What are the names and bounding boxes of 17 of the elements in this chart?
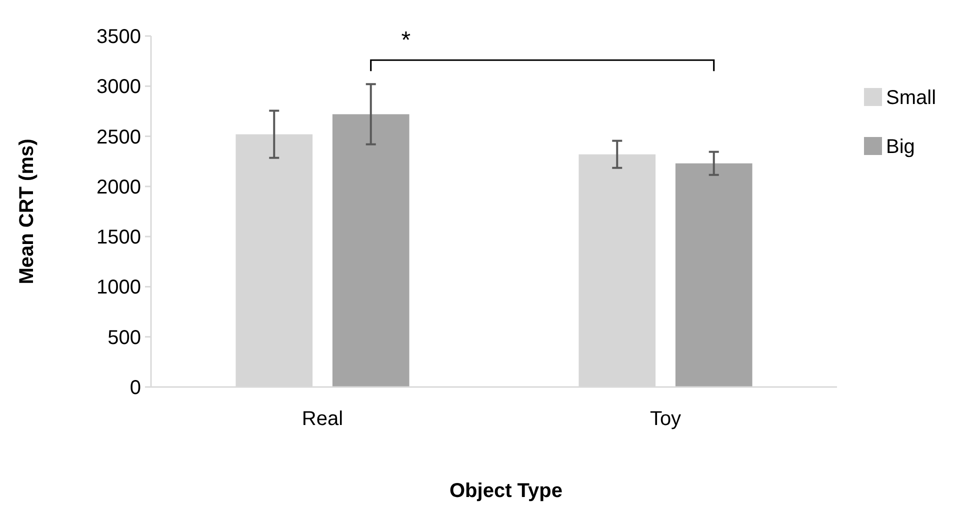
x-tick-label: Toy (650, 408, 682, 430)
annotation: * (401, 27, 411, 54)
y-axis-title: Mean CRT (ms) (16, 138, 38, 284)
y-tick-label: 1500 (96, 226, 141, 249)
x-tick-label: Real (302, 408, 344, 430)
legend-label: Small (886, 87, 936, 109)
x-axis-title: Object Type (450, 480, 562, 502)
y-tick-label: 1000 (96, 276, 141, 299)
bar (675, 163, 752, 387)
y-tick-label: 2500 (96, 126, 141, 148)
y-tick-label: 3500 (96, 26, 141, 48)
y-tick-label: 3000 (96, 76, 141, 98)
y-tick-label: 0 (130, 377, 141, 399)
bar (332, 114, 410, 387)
legend-label: Big (886, 136, 915, 158)
y-tick-label: 500 (108, 326, 141, 349)
y-tick-label: 2000 (96, 176, 141, 198)
